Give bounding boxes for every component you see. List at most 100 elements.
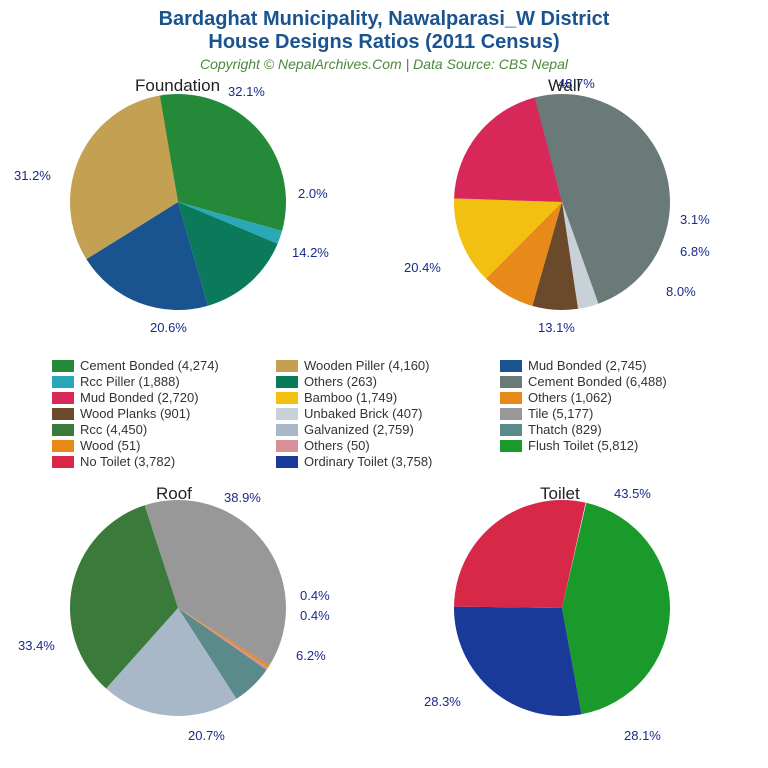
legend-label: Cement Bonded (4,274) [80, 358, 219, 373]
pct-label: 48.7% [558, 76, 595, 91]
legend-label: No Toilet (3,782) [80, 454, 175, 469]
chart-title-foundation: Foundation [135, 76, 220, 96]
pct-label: 8.0% [666, 284, 696, 299]
legend-swatch [52, 456, 74, 468]
legend-label: Cement Bonded (6,488) [528, 374, 667, 389]
legend-item: Others (50) [276, 438, 492, 453]
legend-item: Others (1,062) [500, 390, 716, 405]
pct-label: 3.1% [680, 212, 710, 227]
legend-swatch [500, 392, 522, 404]
legend-swatch [52, 392, 74, 404]
pie-slice [106, 608, 236, 716]
legend-swatch [276, 360, 298, 372]
legend-label: Mud Bonded (2,745) [528, 358, 647, 373]
legend-label: Thatch (829) [528, 422, 602, 437]
legend-item: Flush Toilet (5,812) [500, 438, 716, 453]
legend-item: Wood Planks (901) [52, 406, 268, 421]
legend-item: Rcc Piller (1,888) [52, 374, 268, 389]
legend-item: Mud Bonded (2,720) [52, 390, 268, 405]
legend-swatch [276, 408, 298, 420]
legend: Cement Bonded (4,274) Wooden Piller (4,16… [52, 358, 716, 469]
legend-label: Wooden Piller (4,160) [304, 358, 430, 373]
legend-swatch [500, 376, 522, 388]
pct-label: 31.2% [14, 168, 51, 183]
legend-label: Others (263) [304, 374, 377, 389]
legend-item: Galvanized (2,759) [276, 422, 492, 437]
pie-slice [178, 202, 278, 306]
legend-item: Cement Bonded (4,274) [52, 358, 268, 373]
legend-swatch [276, 392, 298, 404]
legend-label: Mud Bonded (2,720) [80, 390, 199, 405]
pct-label: 6.8% [680, 244, 710, 259]
pie-slice [532, 202, 578, 310]
legend-swatch [52, 440, 74, 452]
chart-title-1: Bardaghat Municipality, Nawalparasi_W Di… [0, 0, 768, 31]
pct-label: 13.1% [538, 320, 575, 335]
chart-title-2: House Designs Ratios (2011 Census) [0, 31, 768, 54]
legend-swatch [276, 424, 298, 436]
legend-label: Galvanized (2,759) [304, 422, 414, 437]
pie-slice [486, 202, 562, 306]
legend-item: Wood (51) [52, 438, 268, 453]
pct-label: 0.4% [300, 588, 330, 603]
legend-swatch [52, 376, 74, 388]
pie-slice [454, 98, 562, 202]
pct-label: 28.3% [424, 694, 461, 709]
pie-slice [178, 608, 270, 668]
legend-item: Others (263) [276, 374, 492, 389]
legend-item: No Toilet (3,782) [52, 454, 268, 469]
legend-label: Ordinary Toilet (3,758) [304, 454, 432, 469]
legend-label: Others (1,062) [528, 390, 612, 405]
pie-slice [86, 202, 208, 310]
pct-label: 33.4% [18, 638, 55, 653]
legend-swatch [500, 424, 522, 436]
pct-label: 20.7% [188, 728, 225, 743]
legend-swatch [500, 440, 522, 452]
legend-item: Unbaked Brick (407) [276, 406, 492, 421]
legend-swatch [500, 360, 522, 372]
legend-item: Ordinary Toilet (3,758) [276, 454, 492, 469]
legend-item: Thatch (829) [500, 422, 716, 437]
pie-slice [534, 94, 670, 304]
legend-label: Bamboo (1,749) [304, 390, 397, 405]
pie-slice [454, 198, 562, 278]
legend-swatch [52, 408, 74, 420]
pie-slice [145, 500, 286, 665]
legend-label: Tile (5,177) [528, 406, 593, 421]
chart-title-roof: Roof [156, 484, 192, 504]
pie-slice [70, 505, 178, 688]
pie-slice [454, 500, 586, 608]
legend-item: Rcc (4,450) [52, 422, 268, 437]
legend-swatch [52, 424, 74, 436]
legend-label: Rcc (4,450) [80, 422, 147, 437]
legend-label: Wood (51) [80, 438, 140, 453]
pie-slice [562, 503, 670, 714]
legend-item: Mud Bonded (2,745) [500, 358, 716, 373]
pct-label: 0.4% [300, 608, 330, 623]
pie-slice [178, 608, 267, 699]
legend-label: Wood Planks (901) [80, 406, 190, 421]
pct-label: 43.5% [614, 486, 651, 501]
legend-label: Unbaked Brick (407) [304, 406, 423, 421]
chart-subtitle: Copyright © NepalArchives.Com | Data Sou… [0, 56, 768, 72]
pie-slice [178, 608, 268, 670]
pct-label: 20.6% [150, 320, 187, 335]
legend-swatch [500, 408, 522, 420]
pct-label: 32.1% [228, 84, 265, 99]
legend-item: Tile (5,177) [500, 406, 716, 421]
pct-label: 20.4% [404, 260, 441, 275]
pie-slice [454, 607, 581, 716]
legend-item: Cement Bonded (6,488) [500, 374, 716, 389]
pie-slice [562, 202, 598, 309]
pie-slice [70, 96, 178, 260]
legend-swatch [276, 456, 298, 468]
legend-label: Others (50) [304, 438, 370, 453]
pct-label: 14.2% [292, 245, 329, 260]
legend-item: Bamboo (1,749) [276, 390, 492, 405]
pct-label: 6.2% [296, 648, 326, 663]
legend-label: Flush Toilet (5,812) [528, 438, 638, 453]
chart-title-toilet: Toilet [540, 484, 580, 504]
pct-label: 38.9% [224, 490, 261, 505]
legend-label: Rcc Piller (1,888) [80, 374, 180, 389]
pie-slice [178, 202, 282, 244]
